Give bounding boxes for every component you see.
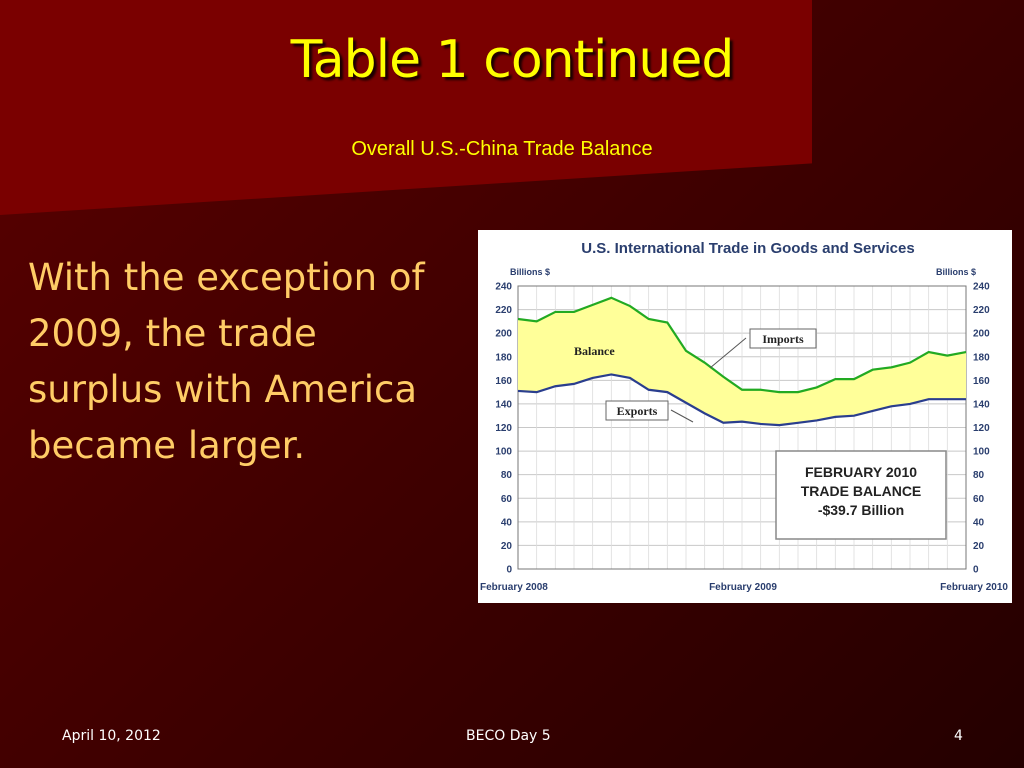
footer-date: April 10, 2012 (62, 728, 161, 744)
y-tick-left: 60 (501, 494, 513, 505)
y-tick-right: 60 (973, 494, 985, 505)
exports-line (517, 373, 966, 427)
trade-balance-box (775, 450, 947, 540)
y-tick-right: 120 (973, 423, 990, 434)
imports-line (517, 296, 967, 394)
y-unit-left: Billions $ (510, 267, 550, 277)
x-tick-label: February 2010 (940, 582, 1008, 593)
trade-balance-line-3: -$39.7 Billion (818, 502, 904, 518)
y-tick-right: 180 (973, 352, 990, 363)
y-tick-left: 140 (495, 399, 512, 410)
trade-chart-svg: U.S. International Trade in Goods and Se… (480, 240, 1008, 593)
slide-subtitle: Overall U.S.-China Trade Balance (351, 138, 653, 160)
imports-callout-line (709, 337, 747, 369)
balance-area (518, 297, 966, 426)
y-tick-right: 160 (973, 376, 990, 387)
imports-callout-box (749, 328, 817, 349)
y-tick-left: 40 (501, 517, 513, 528)
y-tick-left: 20 (501, 541, 513, 552)
balance-label: Balance (574, 344, 615, 358)
y-tick-left: 0 (506, 565, 512, 576)
y-tick-right: 0 (973, 565, 979, 576)
y-tick-left: 240 (495, 282, 512, 293)
y-tick-left: 160 (495, 376, 512, 387)
plot-frame (517, 285, 967, 570)
trade-balance-line-1: FEBRUARY 2010 (805, 464, 917, 480)
y-tick-left: 200 (495, 329, 512, 340)
x-tick-label: February 2009 (709, 582, 777, 593)
y-tick-left: 120 (495, 423, 512, 434)
trade-balance-line-2: TRADE BALANCE (801, 483, 922, 499)
imports-label: Imports (762, 332, 804, 346)
y-unit-right: Billions $ (936, 267, 976, 277)
y-tick-right: 140 (973, 399, 990, 410)
y-tick-left: 220 (495, 305, 512, 316)
y-tick-right: 200 (973, 329, 990, 340)
y-tick-left: 100 (495, 447, 512, 458)
y-tick-right: 220 (973, 305, 990, 316)
footer-center: BECO Day 5 (466, 728, 551, 744)
slide-title: Table 1 continued (290, 30, 735, 90)
exports-label: Exports (617, 404, 658, 418)
y-tick-right: 80 (973, 470, 985, 481)
x-tick-label: February 2008 (480, 582, 548, 593)
trade-chart: U.S. International Trade in Goods and Se… (478, 230, 1012, 603)
exports-callout-line (670, 409, 694, 423)
chart-title: U.S. International Trade in Goods and Se… (581, 240, 914, 257)
y-tick-left: 180 (495, 352, 512, 363)
y-tick-right: 40 (973, 517, 985, 528)
footer-page-number: 4 (954, 728, 963, 744)
y-tick-left: 80 (501, 470, 513, 481)
y-tick-right: 100 (973, 447, 990, 458)
body-text: With the exception of 2009, the trade su… (28, 256, 425, 467)
y-tick-right: 240 (973, 282, 990, 293)
exports-callout-box (605, 400, 669, 421)
y-tick-right: 20 (973, 541, 985, 552)
